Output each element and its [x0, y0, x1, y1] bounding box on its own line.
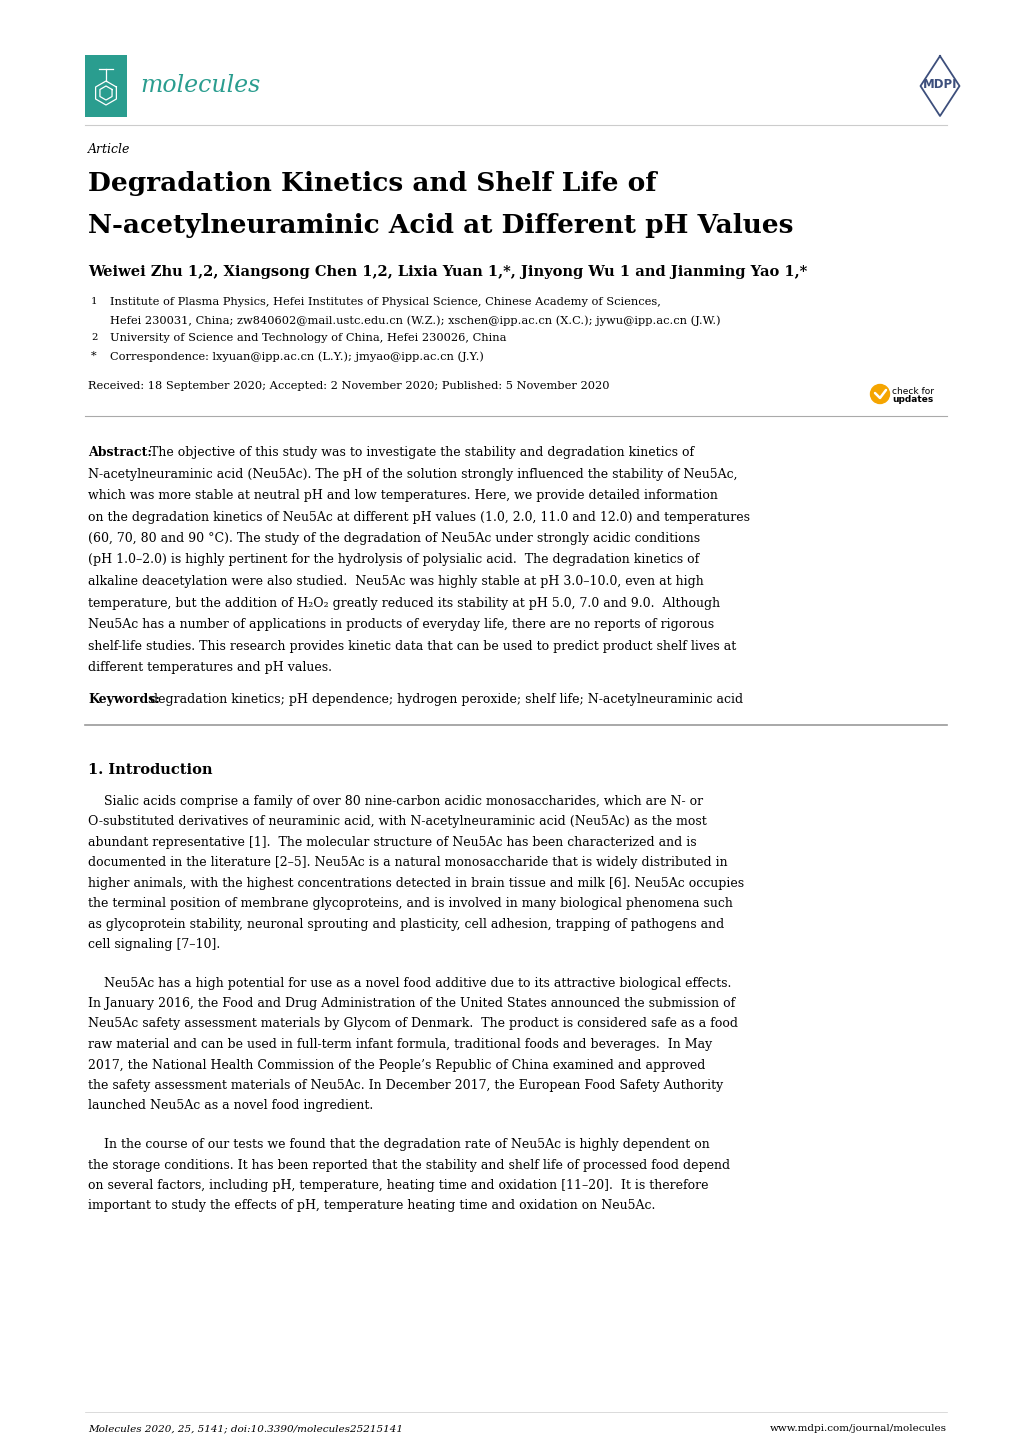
Text: Institute of Plasma Physics, Hefei Institutes of Physical Science, Chinese Acade: Institute of Plasma Physics, Hefei Insti…: [110, 297, 660, 307]
Text: Weiwei Zhu 1,2, Xiangsong Chen 1,2, Lixia Yuan 1,*, Jinyong Wu 1 and Jianming Ya: Weiwei Zhu 1,2, Xiangsong Chen 1,2, Lixi…: [88, 265, 806, 278]
Text: different temperatures and pH values.: different temperatures and pH values.: [88, 660, 331, 673]
Text: the terminal position of membrane glycoproteins, and is involved in many biologi: the terminal position of membrane glycop…: [88, 897, 733, 910]
Text: temperature, but the addition of H₂O₂ greatly reduced its stability at pH 5.0, 7: temperature, but the addition of H₂O₂ gr…: [88, 597, 719, 610]
Text: University of Science and Technology of China, Hefei 230026, China: University of Science and Technology of …: [110, 333, 506, 343]
Text: Hefei 230031, China; zw840602@mail.ustc.edu.cn (W.Z.); xschen@ipp.ac.cn (X.C.); : Hefei 230031, China; zw840602@mail.ustc.…: [110, 314, 719, 326]
Text: MDPI: MDPI: [922, 78, 956, 91]
Text: *: *: [91, 350, 97, 360]
Text: Article: Article: [88, 143, 130, 156]
Text: Abstract:: Abstract:: [88, 446, 152, 459]
Text: the safety assessment materials of Neu5Ac. In December 2017, the European Food S: the safety assessment materials of Neu5A…: [88, 1079, 722, 1092]
Text: updates: updates: [892, 395, 932, 404]
Text: raw material and can be used in full-term infant formula, traditional foods and : raw material and can be used in full-ter…: [88, 1038, 711, 1051]
Text: 1: 1: [91, 297, 98, 306]
Text: 2: 2: [91, 333, 97, 342]
FancyBboxPatch shape: [85, 55, 127, 117]
Text: www.mdpi.com/journal/molecules: www.mdpi.com/journal/molecules: [769, 1425, 946, 1433]
Text: O-substituted derivatives of neuraminic acid, with N-acetylneuraminic acid (Neu5: O-substituted derivatives of neuraminic …: [88, 815, 706, 828]
Text: Keywords:: Keywords:: [88, 692, 160, 705]
Text: Neu5Ac has a number of applications in products of everyday life, there are no r: Neu5Ac has a number of applications in p…: [88, 619, 713, 632]
Text: (pH 1.0–2.0) is highly pertinent for the hydrolysis of polysialic acid.  The deg: (pH 1.0–2.0) is highly pertinent for the…: [88, 554, 699, 567]
Text: Neu5Ac has a high potential for use as a novel food additive due to its attracti: Neu5Ac has a high potential for use as a…: [88, 976, 731, 989]
Text: alkaline deacetylation were also studied.  Neu5Ac was highly stable at pH 3.0–10: alkaline deacetylation were also studied…: [88, 575, 703, 588]
Text: Molecules 2020, 25, 5141; doi:10.3390/molecules25215141: Molecules 2020, 25, 5141; doi:10.3390/mo…: [88, 1425, 403, 1433]
Text: In the course of our tests we found that the degradation rate of Neu5Ac is highl: In the course of our tests we found that…: [88, 1138, 709, 1151]
Text: cell signaling [7–10].: cell signaling [7–10].: [88, 937, 220, 952]
Text: Neu5Ac safety assessment materials by Glycom of Denmark.  The product is conside: Neu5Ac safety assessment materials by Gl…: [88, 1018, 738, 1031]
Text: higher animals, with the highest concentrations detected in brain tissue and mil: higher animals, with the highest concent…: [88, 877, 744, 890]
Text: The objective of this study was to investigate the stability and degradation kin: The objective of this study was to inves…: [150, 446, 693, 459]
Text: on several factors, including pH, temperature, heating time and oxidation [11–20: on several factors, including pH, temper…: [88, 1180, 708, 1193]
Text: on the degradation kinetics of Neu5Ac at different pH values (1.0, 2.0, 11.0 and: on the degradation kinetics of Neu5Ac at…: [88, 510, 749, 523]
Text: Sialic acids comprise a family of over 80 nine-carbon acidic monosaccharides, wh: Sialic acids comprise a family of over 8…: [88, 795, 702, 808]
Text: (60, 70, 80 and 90 °C). The study of the degradation of Neu5Ac under strongly ac: (60, 70, 80 and 90 °C). The study of the…: [88, 532, 699, 545]
Text: Received: 18 September 2020; Accepted: 2 November 2020; Published: 5 November 20: Received: 18 September 2020; Accepted: 2…: [88, 381, 609, 391]
Text: which was more stable at neutral pH and low temperatures. Here, we provide detai: which was more stable at neutral pH and …: [88, 489, 717, 502]
Text: Degradation Kinetics and Shelf Life of: Degradation Kinetics and Shelf Life of: [88, 172, 656, 196]
Text: molecules: molecules: [140, 75, 260, 98]
Text: as glycoprotein stability, neuronal sprouting and plasticity, cell adhesion, tra: as glycoprotein stability, neuronal spro…: [88, 917, 723, 930]
Text: launched Neu5Ac as a novel food ingredient.: launched Neu5Ac as a novel food ingredie…: [88, 1099, 373, 1112]
Text: N-acetylneuraminic acid (Neu5Ac). The pH of the solution strongly influenced the: N-acetylneuraminic acid (Neu5Ac). The pH…: [88, 467, 737, 480]
Text: shelf-life studies. This research provides kinetic data that can be used to pred: shelf-life studies. This research provid…: [88, 639, 736, 652]
Text: 2017, the National Health Commission of the People’s Republic of China examined : 2017, the National Health Commission of …: [88, 1058, 705, 1071]
Text: degradation kinetics; pH dependence; hydrogen peroxide; shelf life; N-acetylneur: degradation kinetics; pH dependence; hyd…: [151, 692, 743, 705]
Text: abundant representative [1].  The molecular structure of Neu5Ac has been charact: abundant representative [1]. The molecul…: [88, 835, 696, 848]
Text: Correspondence: lxyuan@ipp.ac.cn (L.Y.); jmyao@ipp.ac.cn (J.Y.): Correspondence: lxyuan@ipp.ac.cn (L.Y.);…: [110, 350, 483, 362]
Text: check for: check for: [892, 386, 933, 395]
Text: N-acetylneuraminic Acid at Different pH Values: N-acetylneuraminic Acid at Different pH …: [88, 213, 793, 238]
Text: the storage conditions. It has been reported that the stability and shelf life o: the storage conditions. It has been repo…: [88, 1158, 730, 1171]
Text: documented in the literature [2–5]. Neu5Ac is a natural monosaccharide that is w: documented in the literature [2–5]. Neu5…: [88, 857, 727, 870]
Text: important to study the effects of pH, temperature heating time and oxidation on : important to study the effects of pH, te…: [88, 1200, 655, 1213]
Text: In January 2016, the Food and Drug Administration of the United States announced: In January 2016, the Food and Drug Admin…: [88, 996, 735, 1009]
Text: 1. Introduction: 1. Introduction: [88, 763, 212, 776]
Circle shape: [869, 385, 889, 404]
